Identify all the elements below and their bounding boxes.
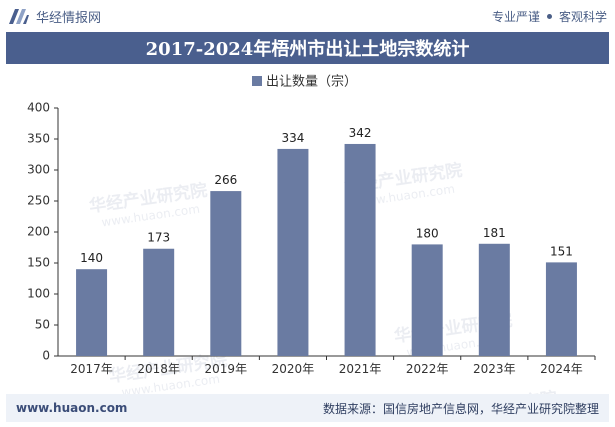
x-tick-label: 2021年 [339, 362, 382, 376]
x-tick-label: 2022年 [406, 362, 449, 376]
slogan-dot-icon [546, 13, 552, 19]
x-tick-label: 2024年 [540, 362, 583, 376]
top-bar: 华经情报网 专业严谨 客观科学 [0, 0, 615, 32]
footer: www.huaon.com 数据来源：国信房地产信息网，华经产业研究院整理 [6, 394, 609, 422]
bar [545, 262, 577, 356]
axes: 0 50 100 150 200 250 300 350 400 2017年 2018年 2019年 2… [27, 101, 596, 376]
legend-swatch [252, 76, 262, 86]
chart-title: 2017-2024年梧州市出让土地宗数统计 [145, 39, 470, 60]
x-tick-label: 2017年 [70, 362, 113, 376]
bar [344, 143, 376, 356]
y-tick-label: 400 [27, 101, 50, 115]
x-tick-label: 2020年 [272, 362, 315, 376]
data-label: 151 [550, 244, 573, 258]
y-tick-label: 50 [35, 318, 50, 332]
data-label: 180 [416, 226, 439, 240]
bar [210, 191, 242, 356]
bar [76, 269, 108, 356]
slogan-right: 客观科学 [558, 9, 607, 24]
slogan: 专业严谨 客观科学 [492, 8, 607, 25]
footer-website: www.huaon.com [16, 401, 128, 415]
legend-label: 出让数量（宗） [266, 74, 357, 90]
slogan-left: 专业严谨 [491, 9, 540, 24]
data-label: 181 [483, 226, 506, 240]
y-tick-label: 300 [27, 163, 50, 177]
brand-name: 华经情报网 [36, 10, 102, 26]
y-tick-label: 350 [27, 132, 50, 146]
y-tick-label: 100 [27, 287, 50, 301]
data-label: 140 [80, 251, 103, 265]
y-tick-label: 250 [27, 194, 50, 208]
data-label: 173 [147, 231, 170, 245]
y-tick-label: 0 [42, 349, 50, 363]
y-tick-label: 200 [27, 225, 50, 239]
x-tick-label: 2019年 [205, 362, 248, 376]
bar-chart: 华经产业研究院www.huaon.com华经产业研究院www.huaon.com… [27, 74, 596, 394]
bar [143, 248, 175, 356]
brand: 华经情报网 [8, 7, 101, 26]
bar [478, 243, 510, 356]
bar [411, 244, 443, 356]
x-tick-label: 2018年 [137, 362, 180, 376]
legend: 出让数量（宗） [252, 74, 357, 90]
data-label: 266 [214, 173, 237, 187]
y-tick-label: 150 [27, 256, 50, 270]
x-tick-label: 2023年 [473, 362, 516, 376]
data-label: 334 [281, 131, 304, 145]
bar [277, 148, 309, 356]
bars: 140 173 266 334 342 180 181 151 [76, 126, 577, 356]
data-label: 342 [349, 126, 372, 140]
brand-logo-icon [9, 9, 29, 24]
footer-source: 数据来源：国信房地产信息网，华经产业研究院整理 [322, 401, 599, 416]
chart-title-bar: 2017-2024年梧州市出让土地宗数统计 [6, 32, 609, 64]
